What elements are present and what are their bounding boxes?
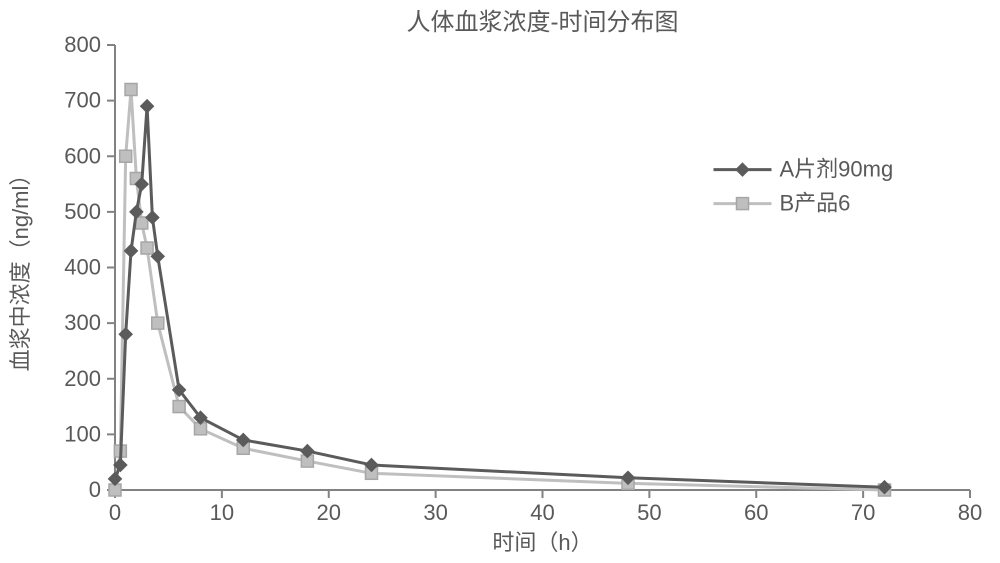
chart-container: 人体血浆浓度-时间分布图 0 100 200 300 400 500 600 700 800 0 10… [0,0,1000,563]
x-tick-label: 80 [958,500,982,525]
y-tick-label: 500 [64,199,101,224]
x-tick-label: 70 [851,500,875,525]
marker-diamond [736,163,749,176]
pk-chart: 人体血浆浓度-时间分布图 0 100 200 300 400 500 600 700 800 0 10… [0,0,1000,563]
y-axis-label: 血浆中浓度（ng/ml） [8,164,33,372]
marker-diamond [125,245,138,258]
x-tick-label: 30 [423,500,447,525]
x-tick-label: 40 [530,500,554,525]
marker-square [120,150,132,162]
marker-diamond [141,100,154,113]
marker-square [125,84,137,96]
marker-square [173,401,185,413]
y-tick-label: 800 [64,32,101,57]
x-tick-label: 0 [109,500,121,525]
x-tick-label: 50 [637,500,661,525]
marker-square [737,198,749,210]
x-axis-label: 时间（h） [492,530,592,555]
y-tick-label: 600 [64,143,101,168]
x-tick-label: 20 [317,500,341,525]
y-tick-label: 100 [64,421,101,446]
y-tick-label: 700 [64,88,101,113]
y-tick-label: 0 [89,477,101,502]
marker-square [141,242,153,254]
marker-square [136,217,148,229]
legend-label: A片剂90mg [780,157,894,182]
y-tick-label: 400 [64,255,101,280]
legend-label: B产品6 [780,191,851,216]
chart-title: 人体血浆浓度-时间分布图 [407,9,679,36]
y-tick-label: 300 [64,310,101,335]
y-tick-label: 200 [64,366,101,391]
x-tick-label: 60 [744,500,768,525]
x-tick-label: 10 [210,500,234,525]
series-line [115,106,885,487]
marker-square [152,317,164,329]
series-line [115,90,885,491]
